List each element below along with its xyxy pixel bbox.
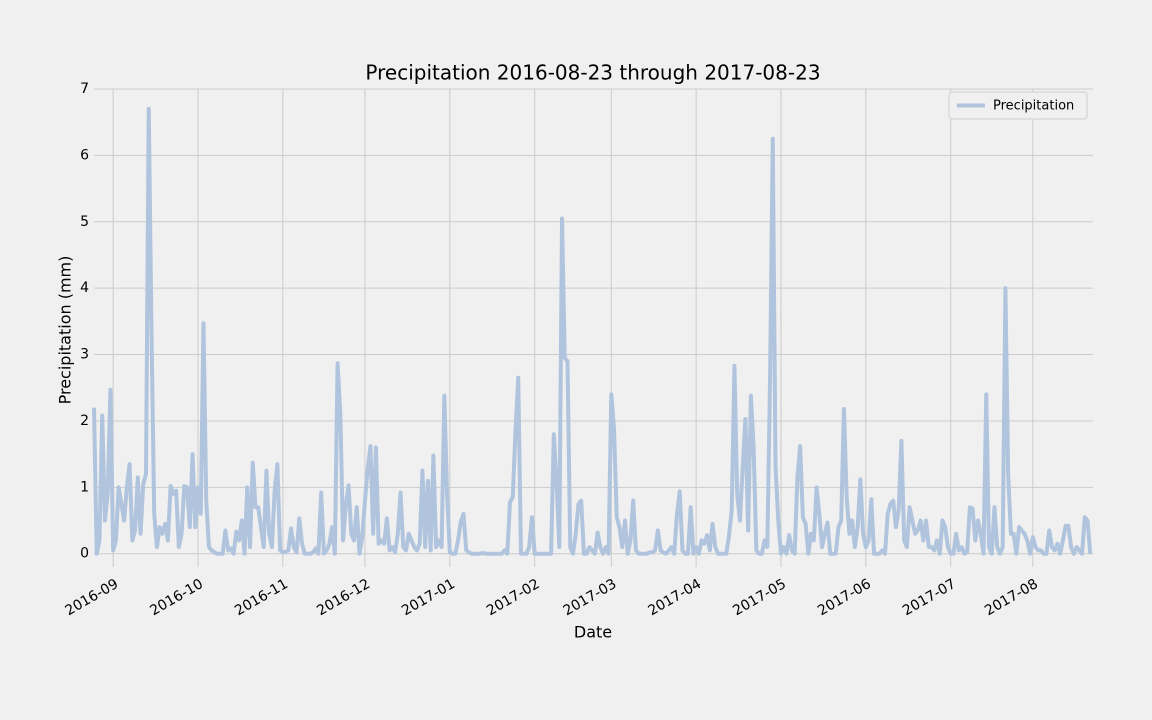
y-tick-label: 5 <box>80 214 89 230</box>
precipitation-line <box>92 106 1093 556</box>
x-axis-label: Date <box>574 623 612 642</box>
legend: Precipitation <box>948 91 1088 120</box>
legend-label: Precipitation <box>993 99 1074 114</box>
y-tick-label: 3 <box>80 347 89 363</box>
legend-box <box>948 91 1088 120</box>
y-tick-label: 1 <box>80 479 89 495</box>
y-tick-label: 6 <box>80 147 89 163</box>
y-axis-label: Precipitation (mm) <box>56 256 75 405</box>
y-tick-label: 2 <box>80 413 89 429</box>
y-tick-label: 0 <box>80 546 89 562</box>
plot-area <box>92 106 1093 556</box>
y-tick-label: 7 <box>80 81 89 97</box>
chart-title: Precipitation 2016-08-23 through 2017-08… <box>365 61 820 85</box>
y-tick-label: 4 <box>80 280 89 296</box>
